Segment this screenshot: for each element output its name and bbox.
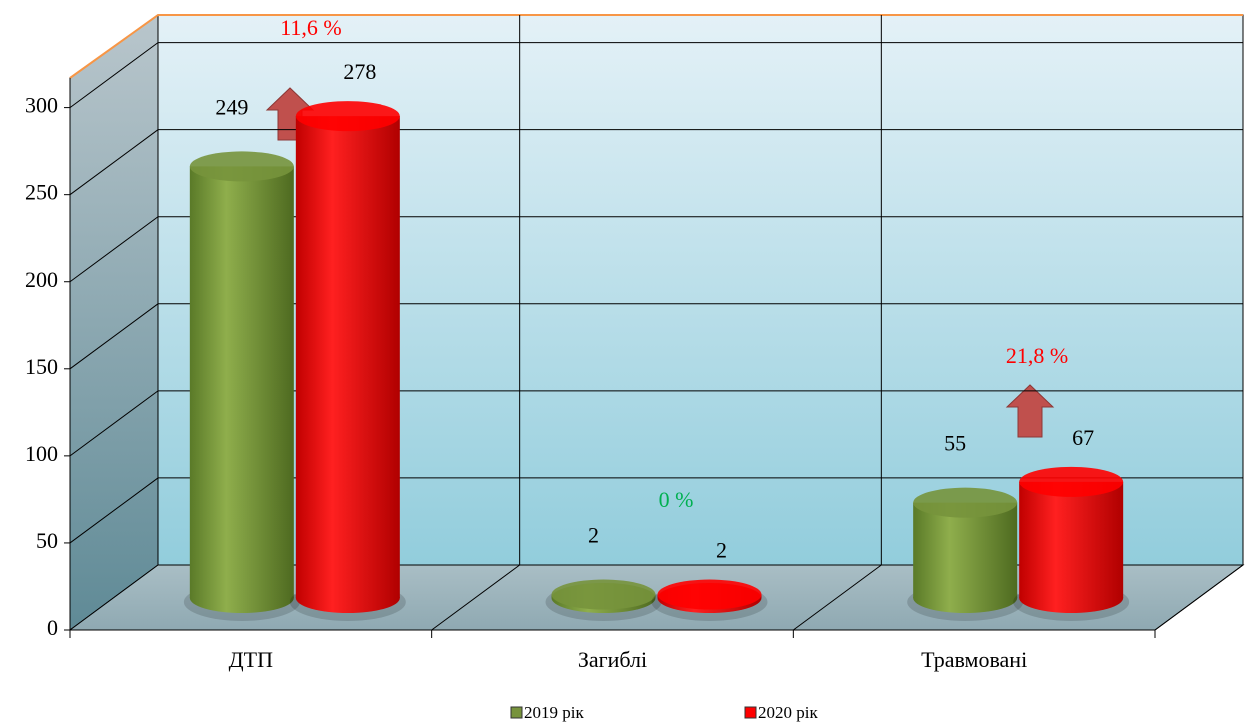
value-label: 67 bbox=[1072, 425, 1094, 450]
bar bbox=[913, 502, 1018, 598]
annotation: 0 % bbox=[659, 487, 694, 512]
x-tick-label: ДТП bbox=[229, 647, 273, 672]
y-tick-label: 300 bbox=[25, 93, 58, 118]
bar bbox=[295, 116, 400, 598]
grid-line bbox=[69, 303, 159, 370]
arrow-up bbox=[1005, 384, 1055, 438]
grid-line bbox=[69, 390, 159, 457]
y-tick-label: 50 bbox=[36, 528, 58, 553]
bar-top bbox=[295, 101, 400, 132]
y-tick-label: 200 bbox=[25, 267, 58, 292]
x-tick-label: Травмовані bbox=[921, 647, 1027, 672]
y-tick-label: 0 bbox=[47, 615, 58, 640]
value-label: 2 bbox=[588, 523, 599, 548]
divider bbox=[431, 564, 520, 631]
annotation: 11,6 % bbox=[280, 15, 342, 40]
divider bbox=[793, 564, 882, 631]
bar-top bbox=[189, 151, 294, 182]
bar-top bbox=[1019, 466, 1124, 497]
bar bbox=[189, 166, 294, 598]
x-axis bbox=[1154, 564, 1244, 631]
legend-swatch bbox=[744, 706, 757, 719]
legend-text: 2019 рік bbox=[524, 703, 584, 722]
value-label: 55 bbox=[944, 431, 966, 456]
bar-top bbox=[657, 579, 762, 610]
y-tick-label: 250 bbox=[25, 180, 58, 205]
grid-line bbox=[69, 216, 159, 283]
value-label: 249 bbox=[215, 94, 248, 119]
x-tick-label: Загиблі bbox=[578, 647, 647, 672]
side-wall bbox=[69, 14, 159, 631]
bar bbox=[1019, 481, 1124, 598]
grid-line bbox=[69, 129, 159, 196]
annotation: 21,8 % bbox=[1006, 343, 1068, 368]
grid-line bbox=[69, 477, 159, 544]
y-tick-label: 150 bbox=[25, 354, 58, 379]
value-label: 2 bbox=[716, 538, 727, 563]
value-label: 278 bbox=[343, 59, 376, 84]
bar-top bbox=[913, 487, 1018, 518]
y-tick-label: 100 bbox=[25, 441, 58, 466]
legend-text: 2020 рік bbox=[758, 703, 818, 722]
grid-line bbox=[69, 42, 159, 109]
bar-top bbox=[551, 579, 656, 610]
legend-swatch bbox=[510, 706, 523, 719]
